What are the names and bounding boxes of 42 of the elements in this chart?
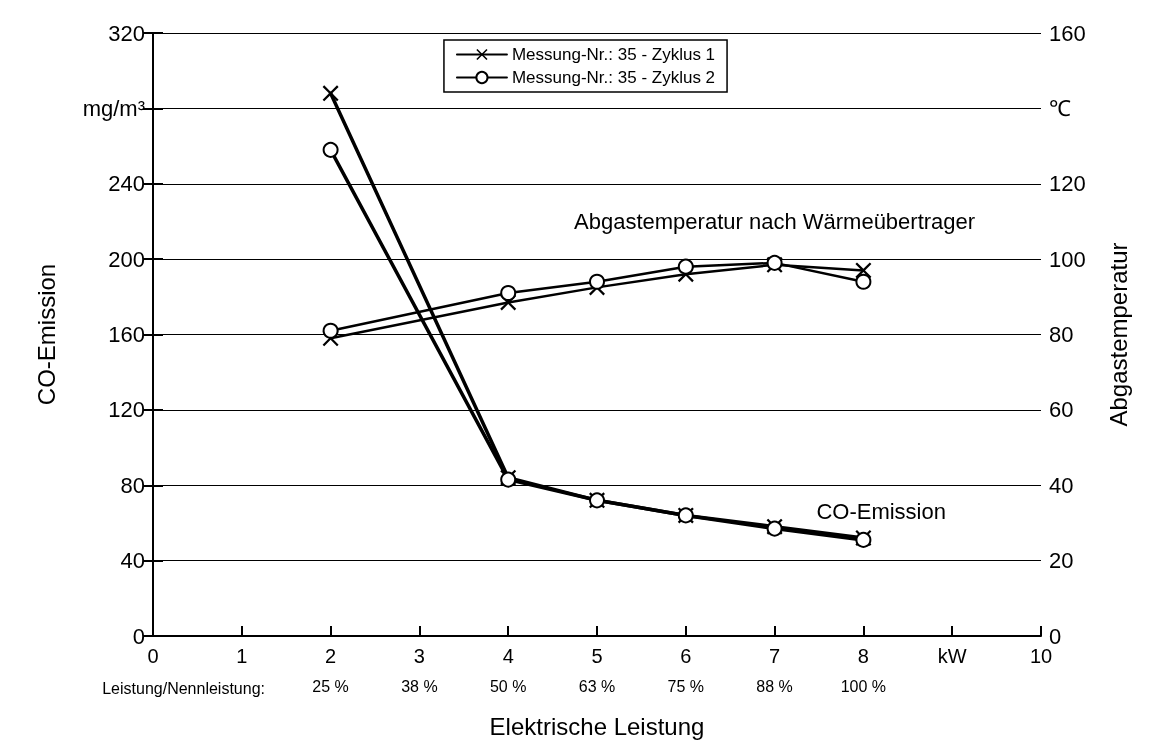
x-tick-label: 8: [857, 645, 869, 667]
y2-tick-label: 100: [1049, 246, 1086, 272]
x-tick-label: 0: [147, 645, 159, 667]
y2-tick-label: 80: [1049, 322, 1074, 347]
x2-axis-title: Leistung/Nennleistung:: [102, 679, 265, 697]
y2-tick-label: 60: [1049, 397, 1074, 423]
y2-tick-label: ℃: [1049, 95, 1071, 121]
x-tick-label: 6: [680, 645, 692, 667]
annotation: CO-Emission: [816, 499, 946, 525]
y-tick-label: 80: [120, 472, 145, 498]
y-tick-label: 160: [108, 322, 145, 347]
x2-tick-label: 75 %: [667, 677, 705, 695]
x2-tick-label: 38 %: [401, 677, 438, 695]
x2-tick-label: 100 %: [840, 677, 887, 695]
x-tick-label: 1: [236, 645, 248, 667]
legend-label: Messung-Nr.: 35 - Zyklus 1: [511, 45, 716, 64]
y-tick-label: 320: [108, 20, 145, 46]
y2-tick-label: 120: [1049, 171, 1086, 197]
x2-tick-label: 63 %: [578, 677, 616, 695]
x-tick-label: 7: [769, 645, 781, 667]
y-tick-label: 200: [108, 246, 145, 272]
y-tick-label: 0: [132, 623, 145, 649]
x-tick-label: 2: [325, 645, 337, 667]
y-tick-label: 40: [120, 548, 145, 574]
x-axis-title: Elektrische Leistung: [489, 712, 705, 740]
x-tick-label: 4: [502, 645, 514, 667]
legend-label: Messung-Nr.: 35 - Zyklus 2: [511, 68, 716, 87]
y2-axis-title: Abgastemperatur: [1104, 242, 1132, 427]
x2-tick-label: 88 %: [756, 677, 793, 695]
x-tick-label: 3: [413, 645, 425, 667]
y2-tick-label: 160: [1049, 20, 1086, 46]
y-tick-label: 240: [108, 171, 145, 197]
annotation: Abgastemperatur nach Wärmeübertrager: [574, 208, 976, 234]
x-tick-label: kW: [937, 645, 967, 667]
y2-tick-label: 40: [1049, 472, 1074, 498]
x-tick-label: 5: [591, 645, 603, 667]
y-tick-label: mg/m³: [82, 95, 145, 121]
y-tick-label: 120: [108, 397, 145, 423]
x2-tick-label: 50 %: [489, 677, 527, 695]
y2-tick-label: 20: [1049, 548, 1074, 574]
y-axis-title: CO-Emission: [32, 263, 60, 406]
x2-tick-label: 25 %: [312, 677, 349, 695]
